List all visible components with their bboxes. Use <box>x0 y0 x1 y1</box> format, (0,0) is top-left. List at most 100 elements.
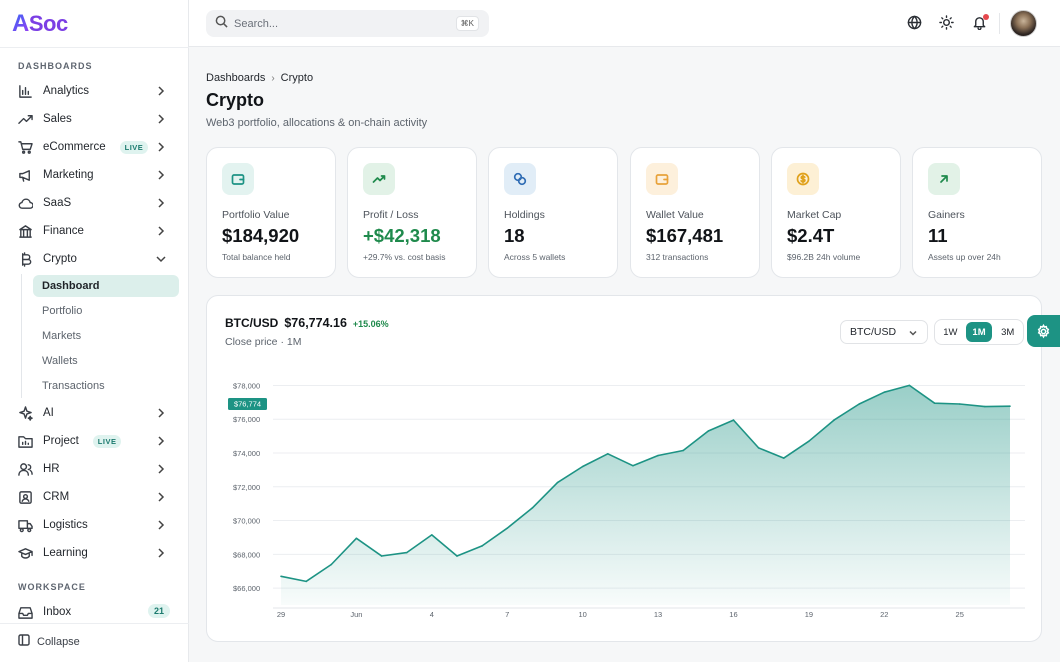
sidebar-item-label: Learning <box>43 547 88 559</box>
range-3m-button[interactable]: 3M <box>1001 326 1015 338</box>
live-badge: LIVE <box>119 140 149 154</box>
sidebar-item-project[interactable]: Project LIVE <box>10 429 178 453</box>
sidebar-item-analytics[interactable]: Analytics <box>10 79 178 103</box>
sidebar-item-learning[interactable]: Learning <box>10 541 178 565</box>
x-tick-label: 16 <box>729 610 737 619</box>
bank-icon <box>17 223 33 239</box>
y-tick-label: $72,000 <box>233 483 260 492</box>
chevron-right-icon <box>154 140 168 154</box>
megaphone-icon <box>17 167 33 183</box>
x-tick-label: 25 <box>956 610 964 619</box>
sidebar-item-inbox[interactable]: Inbox 21 <box>10 600 178 624</box>
last-price-tag <box>228 398 267 410</box>
wallet-icon <box>646 163 678 195</box>
range-toggle: 1W 1M 3M <box>934 319 1024 345</box>
data-point <box>305 580 307 583</box>
sidebar-item-label: CRM <box>43 491 70 503</box>
data-point <box>481 545 483 547</box>
sidebar-item-label: Sales <box>43 113 72 125</box>
data-point <box>456 555 458 557</box>
x-tick-label: 19 <box>805 610 813 619</box>
sidebar-subitem-dashboard[interactable]: Dashboard <box>33 275 179 297</box>
sidebar-item-label: Crypto <box>43 253 77 265</box>
stat-card-profit-loss: Profit / Loss +$42,318 +29.7% vs. cost b… <box>347 147 477 278</box>
sidebar-subitem-transactions[interactable]: Transactions <box>42 380 105 392</box>
sidebar-item-label: AI <box>43 407 54 419</box>
search-box[interactable]: ⌘K <box>206 10 489 37</box>
sidebar-item-hr[interactable]: HR <box>10 457 178 481</box>
data-point <box>883 391 886 393</box>
pair-select[interactable]: BTC/USD <box>840 320 928 344</box>
collapse-button[interactable]: Collapse <box>18 634 80 649</box>
brand-logo[interactable]: A Soc <box>12 10 68 37</box>
chevron-right-icon <box>154 434 168 448</box>
y-tick-label: $66,000 <box>233 584 260 593</box>
truck-icon <box>17 517 33 533</box>
data-point <box>632 464 634 467</box>
stat-value: 18 <box>504 225 525 246</box>
stat-value: $167,481 <box>646 225 724 246</box>
chevron-right-icon <box>154 196 168 210</box>
sidebar-item-logistics[interactable]: Logistics <box>10 513 178 537</box>
search-input[interactable] <box>234 17 434 30</box>
cloud-icon <box>17 195 33 211</box>
topbar-divider <box>999 13 1000 34</box>
sidebar-subitem-wallets[interactable]: Wallets <box>42 355 78 367</box>
topbar: ⌘K <box>189 0 1060 47</box>
sidebar-item-saas[interactable]: SaaS <box>10 191 178 215</box>
sidebar-item-finance[interactable]: Finance <box>10 219 178 243</box>
sidebar-item-label: Logistics <box>43 519 88 531</box>
stat-card-wallet-value: Wallet Value $167,481 312 transactions <box>630 147 760 278</box>
sidebar-footer-divider <box>0 623 189 624</box>
sidebar-item-sales[interactable]: Sales <box>10 107 178 131</box>
stat-card-portfolio-value: Portfolio Value $184,920 Total balance h… <box>206 147 336 278</box>
sidebar-item-crm[interactable]: CRM <box>10 485 178 509</box>
stat-sub: Across 5 wallets <box>504 252 566 262</box>
sidebar-item-marketing[interactable]: Marketing <box>10 163 178 187</box>
sidebar-item-label: Finance <box>43 225 84 237</box>
sidebar-item-crypto[interactable]: Crypto <box>10 247 178 271</box>
x-tick-label: 13 <box>654 610 662 619</box>
stat-sub: +29.7% vs. cost basis <box>363 252 446 262</box>
breadcrumb-root[interactable]: Dashboards <box>206 72 266 84</box>
stat-label: Gainers <box>928 209 965 221</box>
stat-sub: $96.2B 24h volume <box>787 252 861 262</box>
bitcoin-icon <box>17 251 33 267</box>
notification-dot <box>983 14 989 20</box>
chart-header: BTC/USD $76,774.16 +15.06% <box>225 316 389 330</box>
sidebar-subitem-markets[interactable]: Markets <box>42 330 82 342</box>
range-1w-button[interactable]: 1W <box>943 326 958 338</box>
chevron-right-icon <box>154 546 168 560</box>
chart-change: +15.06% <box>352 319 389 329</box>
inbox-icon <box>17 604 33 620</box>
sidebar-item-label: HR <box>43 463 60 475</box>
stat-label: Portfolio Value <box>222 209 290 221</box>
bell-icon[interactable] <box>972 14 989 31</box>
data-point <box>280 575 282 578</box>
chevron-right-icon <box>154 168 168 182</box>
coins-icon <box>504 163 536 195</box>
globe-icon[interactable] <box>907 15 923 31</box>
wallet-icon <box>222 163 254 195</box>
sidebar-item-ecommerce[interactable]: eCommerce LIVE <box>10 135 178 159</box>
range-1m-button[interactable]: 1M <box>965 322 993 342</box>
page-subtitle: Web3 portfolio, allocations & on-chain a… <box>206 117 428 129</box>
chart-subtitle: Close price · 1M <box>225 336 302 348</box>
sidebar-item-ai[interactable]: AI <box>10 401 178 425</box>
chevron-right-icon <box>154 84 168 98</box>
settings-fab[interactable] <box>1027 315 1060 347</box>
search-icon <box>215 15 228 33</box>
bar-chart-icon <box>17 83 33 99</box>
chevron-right-icon <box>154 406 168 420</box>
y-tick-label: $76,000 <box>233 415 260 424</box>
graduation-cap-icon <box>17 545 33 561</box>
sidebar-subitem-portfolio[interactable]: Portfolio <box>42 305 83 317</box>
stat-card-holdings: Holdings 18 Across 5 wallets <box>488 147 618 278</box>
pair-select-value: BTC/USD <box>850 326 897 338</box>
x-tick-label: Jun <box>350 610 362 619</box>
avatar[interactable] <box>1010 10 1037 37</box>
sun-icon[interactable] <box>939 15 955 31</box>
last-price-label: $76,774 <box>234 400 261 409</box>
chevron-right-icon <box>154 490 168 504</box>
sidebar-item-label: Inbox <box>43 606 72 618</box>
